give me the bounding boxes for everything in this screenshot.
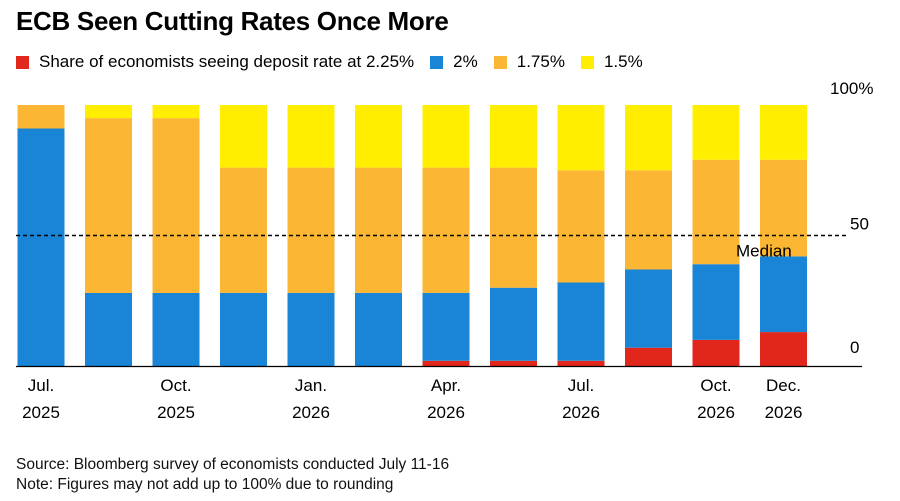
bar-segment-2-5 [355,292,402,366]
legend-item-1.75: 1.75% [493,52,565,72]
bar-segment-2_25-7 [490,360,537,366]
legend-item-1.5: 1.5% [580,52,643,72]
bar-segment-1_75-6 [422,167,470,293]
bar-segment-1_5-1 [85,105,132,119]
legend-item-2: 2% [430,52,478,72]
bar-segment-2-9 [625,269,672,348]
bar-segment-2_25-11 [760,332,807,366]
bar-segment-1_75-9 [625,170,672,270]
bar-segment-1_75-4 [287,167,335,293]
legend-swatch-1.5 [580,55,594,69]
x-tick-label-8-month: Jul. [568,376,594,395]
bar-segment-1_5-6 [422,105,470,168]
bar-segment-2-8 [557,282,605,361]
x-tick-label-8-year: 2026 [562,403,600,422]
legend-swatch-2.25 [16,55,29,69]
x-tick-label-0-month: Jul. [28,376,54,395]
bar-segment-1_5-4 [287,105,335,168]
legend-label-1.75: 1.75% [516,52,565,71]
bar-segment-1_5-11 [760,105,807,160]
x-tick-label-2-month: Oct. [160,376,191,395]
bar-segment-2_25-8 [557,360,605,366]
x-tick-label-4-month: Jan. [295,376,327,395]
bar-segment-2-6 [422,292,470,361]
bar-segment-2_25-10 [692,339,740,366]
rounding-note: Note: Figures may not add up to 100% due… [16,476,394,493]
bar-segment-1_75-7 [490,167,537,288]
chart-title: ECB Seen Cutting Rates Once More [16,6,449,36]
legend-item-2.25: Share of economists seeing deposit rate … [16,52,414,72]
y-tick-label-0: 100% [830,79,873,98]
bar-segment-1_75-1 [85,118,132,293]
x-tick-label-6-month: Apr. [431,376,461,395]
bar-segment-1_75-11 [760,159,807,257]
bar-segment-1_5-5 [355,105,402,168]
legend-label-2: 2% [453,52,478,71]
x-tick-label-11-month: Dec. [766,376,801,395]
legend-label-2.25: Share of economists seeing deposit rate … [39,52,415,71]
legend-swatch-2 [430,55,444,69]
y-tick-label-1: 50 [850,215,869,234]
bar-segment-1_5-3 [220,105,267,168]
bar-segment-1_5-7 [490,105,537,168]
bar-segment-2_25-6 [422,360,470,366]
median-label: Median [736,242,792,261]
bar-segment-1_5-9 [625,105,672,171]
x-tick-label-11-year: 2026 [765,403,803,422]
bar-segment-1_75-8 [557,170,605,283]
bar-segment-2-4 [287,292,335,366]
source-note: Source: Bloomberg survey of economists c… [16,456,450,473]
legend: Share of economists seeing deposit rate … [16,52,659,72]
x-tick-label-10-year: 2026 [697,403,735,422]
x-tick-label-2-year: 2025 [157,403,195,422]
x-tick-label-4-year: 2026 [292,403,330,422]
bar-segment-2-1 [85,292,132,366]
bar-segment-2-3 [220,292,267,366]
bar-segment-2-0 [17,128,65,366]
bar-segment-1_75-5 [355,167,402,293]
bar-segment-1_75-0 [17,105,65,129]
bar-segment-2-2 [152,292,200,366]
y-tick-label-2: 0 [850,338,859,357]
bar-segment-2-7 [490,287,537,361]
x-tick-label-0-year: 2025 [22,403,60,422]
bar-segment-1_75-3 [220,167,267,293]
bar-segment-1_75-10 [692,159,740,265]
bar-segment-1_75-2 [152,118,200,293]
legend-swatch-1.75 [493,55,507,69]
x-tick-label-10-month: Oct. [700,376,731,395]
bar-segment-1_5-2 [152,105,200,119]
bar-segment-2_25-9 [625,347,672,366]
x-tick-label-6-year: 2026 [427,403,465,422]
bar-segment-2-11 [760,256,807,333]
legend-label-1.5: 1.5% [603,52,643,71]
bar-segment-1_5-8 [557,105,605,171]
bar-segment-2-10 [692,264,740,340]
bar-segment-1_5-10 [692,105,740,160]
